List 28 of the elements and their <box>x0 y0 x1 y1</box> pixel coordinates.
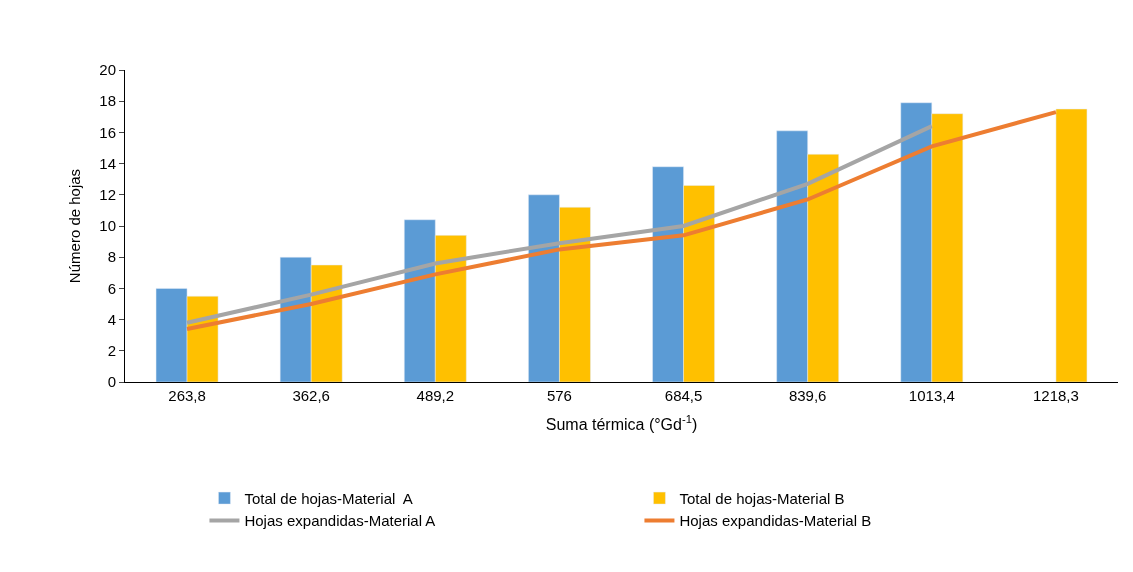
y-tick-label: 4 <box>107 310 116 328</box>
legend-label: Total de hojas-Material B <box>679 489 845 507</box>
y-axis-title: Número de hojas <box>65 168 83 284</box>
y-tick-label: 0 <box>107 373 116 391</box>
bar <box>1055 108 1088 382</box>
x-tick-label: 684,5 <box>664 387 703 404</box>
x-tick-label: 576 <box>546 387 572 404</box>
x-tick-label: 489,2 <box>416 387 455 404</box>
legend-label: Hojas expandidas-Material B <box>679 512 872 530</box>
y-tick-label: 2 <box>107 342 116 360</box>
line-series <box>185 124 934 325</box>
y-tick-label: 16 <box>99 123 116 141</box>
y-tick-label: 20 <box>99 61 116 79</box>
y-tick-label: 14 <box>99 154 116 172</box>
x-axis-title: Suma térmica (°Gd$^{-1}$) <box>545 412 698 433</box>
y-tick-label: 18 <box>99 92 116 110</box>
y-tick-label: 12 <box>99 186 116 204</box>
x-tick-label: 263,8 <box>168 387 206 404</box>
legend-label: Total de hojas-Material A <box>244 489 413 507</box>
x-tick-label: 362,6 <box>292 387 330 404</box>
line-series <box>185 110 1058 331</box>
y-tick-label: 10 <box>99 217 116 235</box>
x-tick-label: 1013,4 <box>908 387 955 404</box>
x-tick-label: 1218,3 <box>1032 387 1079 404</box>
y-tick-label: 6 <box>107 279 116 297</box>
x-tick-label: 839,6 <box>788 387 827 404</box>
legend-label: Hojas expandidas-Material A <box>244 512 436 530</box>
y-tick-label: 8 <box>107 248 116 266</box>
